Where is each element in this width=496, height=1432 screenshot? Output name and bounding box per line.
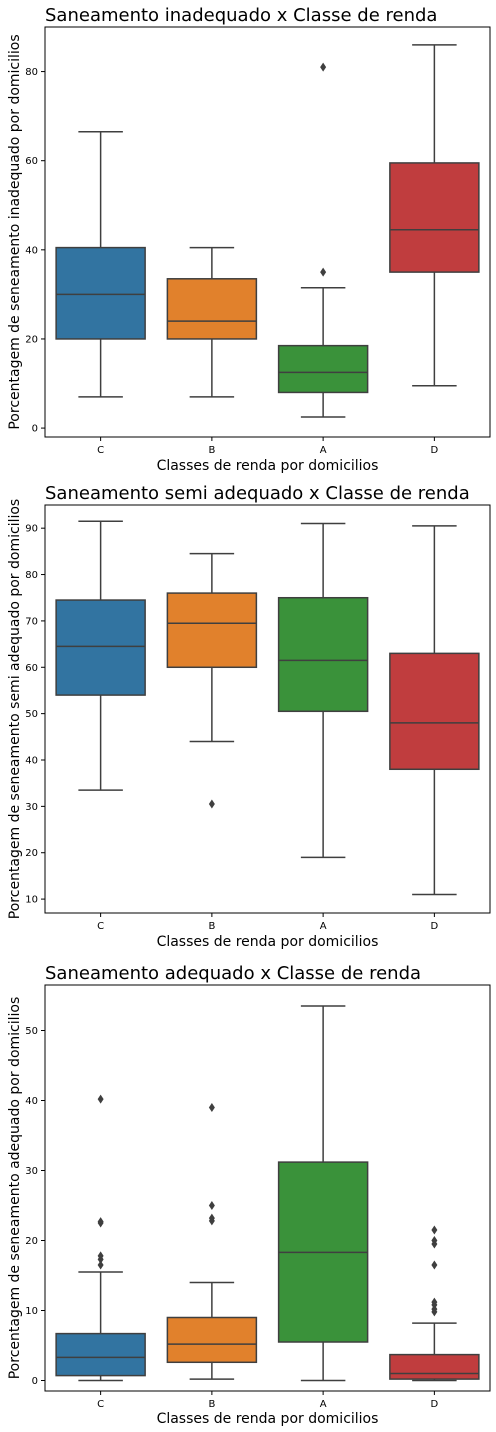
- chart-title: Saneamento inadequado x Classe de renda: [45, 5, 437, 26]
- y-tick-label: 80: [25, 67, 38, 78]
- x-axis-label: Classes de renda por domicilios: [157, 458, 379, 474]
- x-tick-label: D: [431, 921, 439, 932]
- chart-title: Saneamento adequado x Classe de renda: [45, 963, 421, 984]
- y-axis-label: Porcentagem de seneamento semi adequado …: [7, 499, 23, 919]
- box-group-C: [55, 520, 146, 791]
- outlier-point: [431, 1236, 438, 1245]
- outlier-point: [97, 1251, 104, 1261]
- x-tick-label: A: [320, 1399, 327, 1410]
- box-group-A: [277, 1005, 369, 1382]
- x-tick-label: D: [431, 1399, 439, 1410]
- box: [389, 652, 480, 771]
- outlier-point: [97, 1217, 104, 1227]
- box-group-C: [55, 1094, 146, 1382]
- y-tick-label: 70: [25, 616, 38, 627]
- x-tick-label: C: [97, 921, 104, 932]
- x-tick-label: A: [320, 921, 327, 932]
- chart-3: 0 10 20 30 40 50 C B A D Saneamento adequado x Cla…: [7, 963, 491, 1427]
- plot-frame: [44, 504, 491, 914]
- outlier-point: [431, 1260, 438, 1270]
- chart-1: 0 20 40 60 80 C B A D Saneamento inadequado x Cla…: [7, 5, 491, 474]
- plot-frame: [44, 984, 491, 1392]
- box: [166, 278, 258, 340]
- outlier-point: [320, 62, 327, 72]
- y-tick-label: 0: [32, 1376, 38, 1387]
- outlier-point: [208, 799, 215, 809]
- y-tick-label: 40: [25, 1096, 38, 1107]
- box: [389, 162, 480, 273]
- box-group-B: [166, 246, 258, 398]
- box: [55, 1332, 146, 1377]
- y-tick-label: 40: [25, 756, 38, 767]
- x-tick-label: C: [97, 445, 104, 456]
- outlier-point: [97, 1094, 104, 1104]
- y-tick-label: 50: [25, 1026, 38, 1037]
- box-group-A: [277, 522, 369, 859]
- y-tick-label: 60: [25, 156, 38, 167]
- outlier-point: [208, 1201, 215, 1210]
- box: [166, 592, 258, 669]
- box-group-B: [166, 552, 258, 809]
- y-tick-label: 50: [25, 709, 38, 720]
- y-tick-label: 30: [25, 802, 38, 813]
- y-tick-label: 20: [25, 334, 38, 345]
- box: [55, 599, 146, 696]
- box: [277, 344, 369, 394]
- y-tick-label: 90: [25, 524, 38, 535]
- x-tick-label: A: [320, 445, 327, 456]
- y-tick-label: 10: [25, 1306, 38, 1317]
- x-axis-label: Classes de renda por domicilios: [157, 1411, 379, 1427]
- outlier-point: [431, 1225, 438, 1235]
- box-group-D: [389, 525, 480, 896]
- x-tick-label: B: [208, 445, 215, 456]
- y-tick-label: 40: [25, 245, 38, 256]
- x-tick-label: C: [97, 1399, 104, 1410]
- y-tick-label: 0: [32, 424, 38, 435]
- y-axis-label: Porcentagem de seneamento inadequado por…: [7, 34, 23, 429]
- y-tick-label: 10: [25, 895, 38, 906]
- y-tick-label: 80: [25, 570, 38, 581]
- outlier-point: [320, 267, 327, 277]
- y-tick-label: 20: [25, 848, 38, 859]
- x-tick-label: B: [208, 921, 215, 932]
- x-tick-label: B: [208, 1399, 215, 1410]
- outlier-point: [208, 1213, 215, 1223]
- y-tick-label: 20: [25, 1236, 38, 1247]
- x-axis-label: Classes de renda por domicilios: [157, 934, 379, 950]
- outlier-point: [431, 1297, 438, 1307]
- box: [166, 1316, 258, 1364]
- x-tick-label: D: [431, 445, 439, 456]
- box: [389, 1353, 480, 1380]
- plot-frame: [44, 26, 491, 438]
- outlier-point: [97, 1260, 104, 1270]
- y-axis-label: Porcentagem de seneamento adequado por d…: [7, 997, 23, 1380]
- box-group-B: [166, 1103, 258, 1380]
- chart-2: 10 20 30 40 50 60 70 80 90 C B A D Saneamento semi ad…: [7, 483, 491, 950]
- box-group-D: [389, 44, 480, 387]
- box-group-A: [277, 62, 369, 418]
- box-group-D: [389, 1225, 480, 1382]
- outlier-point: [208, 1103, 215, 1112]
- box-group-C: [55, 130, 146, 398]
- chart-title: Saneamento semi adequado x Classe de ren…: [45, 483, 470, 504]
- y-tick-label: 30: [25, 1166, 38, 1177]
- box: [277, 596, 369, 713]
- box: [55, 246, 146, 340]
- y-tick-label: 60: [25, 663, 38, 674]
